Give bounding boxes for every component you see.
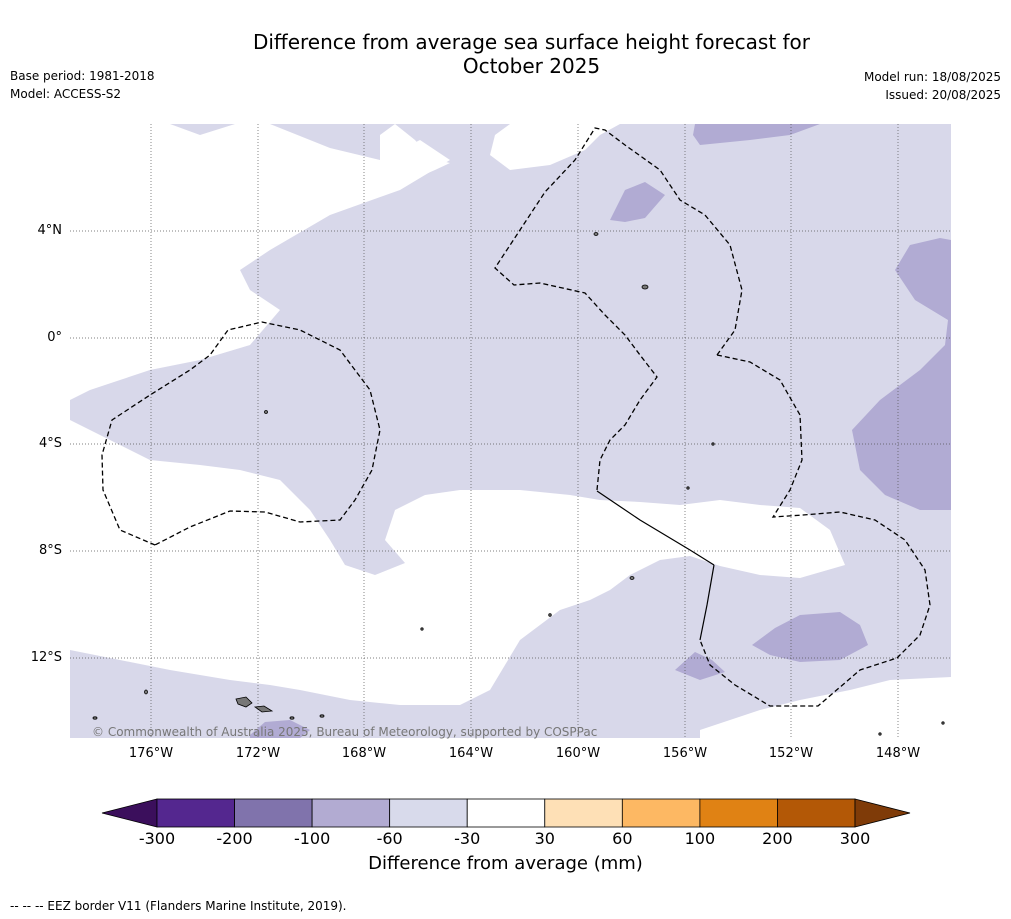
lat-label-4n: 4°N xyxy=(37,223,63,238)
neutral-region-southeast-gap xyxy=(700,677,951,738)
meta-right: Model run: 18/08/2025 Issued: 20/08/2025 xyxy=(864,68,1001,104)
lat-label-4s: 4°S xyxy=(38,436,62,451)
colorbar-swatch xyxy=(156,798,235,828)
colorbar-tick-label: 30 xyxy=(534,829,555,848)
neutral-region-north-center xyxy=(380,124,450,185)
colorbar-swatch xyxy=(544,798,623,828)
neutral-region-northwest xyxy=(70,124,450,400)
model-name: Model: ACCESS-S2 xyxy=(10,87,122,101)
neutral-region-west xyxy=(70,420,845,705)
base-period: Base period: 1981-2018 xyxy=(10,69,155,83)
anomaly-patch-north-center xyxy=(610,182,665,222)
colorbar-swatch xyxy=(777,798,856,828)
colorbar-swatch xyxy=(699,798,778,828)
colorbar-tick-label: 200 xyxy=(762,829,793,848)
island-upolu xyxy=(253,705,274,713)
island-savaii xyxy=(235,696,253,708)
colorbar-swatch xyxy=(311,798,391,828)
lon-label-152w: 152°W xyxy=(768,746,814,761)
eez-border-east xyxy=(699,354,931,707)
copyright-notice: © Commonwealth of Australia 2025, Bureau… xyxy=(92,725,598,739)
lat-label-0: 0° xyxy=(47,330,62,345)
neutral-region-north-gap xyxy=(490,124,620,170)
issued-date: Issued: 20/08/2025 xyxy=(885,88,1001,102)
lat-label-8s: 8°S xyxy=(38,543,62,558)
colorbar-swatch xyxy=(389,798,468,828)
colorbar-extend-high xyxy=(854,798,911,828)
anomaly-patch-south-center xyxy=(752,612,868,662)
meta-left: Base period: 1981-2018 Model: ACCESS-S2 xyxy=(10,67,155,103)
map-title-line2: October 2025 xyxy=(462,54,601,78)
anomaly-patch-north-east xyxy=(693,124,820,145)
lon-label-148w: 148°W xyxy=(875,746,921,761)
map-title-line1: Difference from average sea surface heig… xyxy=(252,30,811,54)
map-gridlines xyxy=(70,124,951,738)
eez-border-north xyxy=(494,127,743,491)
eez-solid-borders xyxy=(596,490,715,641)
islands xyxy=(92,232,945,736)
colorbar-tick-label: -60 xyxy=(376,829,403,848)
eez-borders xyxy=(101,127,931,707)
lon-label-164w: 164°W xyxy=(448,746,494,761)
colorbar-tick-label: -200 xyxy=(216,829,253,848)
lon-label-168w: 168°W xyxy=(341,746,387,761)
lon-label-176w: 176°W xyxy=(128,746,174,761)
map-title: Difference from average sea surface heig… xyxy=(0,30,1011,78)
colorbar-tick-label: -100 xyxy=(293,829,331,848)
colorbar-tick-label: 100 xyxy=(684,829,716,848)
colorbar-swatch xyxy=(621,798,701,828)
colorbar-title: Difference from average (mm) xyxy=(368,853,643,874)
map-field xyxy=(70,124,951,738)
lon-label-172w: 172°W xyxy=(235,746,281,761)
colorbar-swatch xyxy=(466,798,546,828)
eez-footnote: -- -- -- EEZ border V11 (Flanders Marine… xyxy=(10,899,347,913)
colorbar-swatch xyxy=(234,798,313,828)
colorbar-tick-label: -300 xyxy=(138,829,176,848)
model-run: Model run: 18/08/2025 xyxy=(863,70,1001,84)
anomaly-patch-southwest xyxy=(250,720,310,738)
lat-label-12s: 12°S xyxy=(30,650,62,665)
anomaly-patch-east xyxy=(852,238,951,510)
colorbar-swatches xyxy=(101,798,911,828)
anomaly-patch-south-small xyxy=(675,652,725,680)
lon-label-160w: 160°W xyxy=(555,746,601,761)
colorbar-tick-label: 60 xyxy=(612,829,633,848)
colorbar-tick-label: 300 xyxy=(839,829,871,848)
lon-label-156w: 156°W xyxy=(662,746,708,761)
colorbar-tick-label: -30 xyxy=(454,829,481,848)
colorbar-extend-low xyxy=(101,798,158,828)
